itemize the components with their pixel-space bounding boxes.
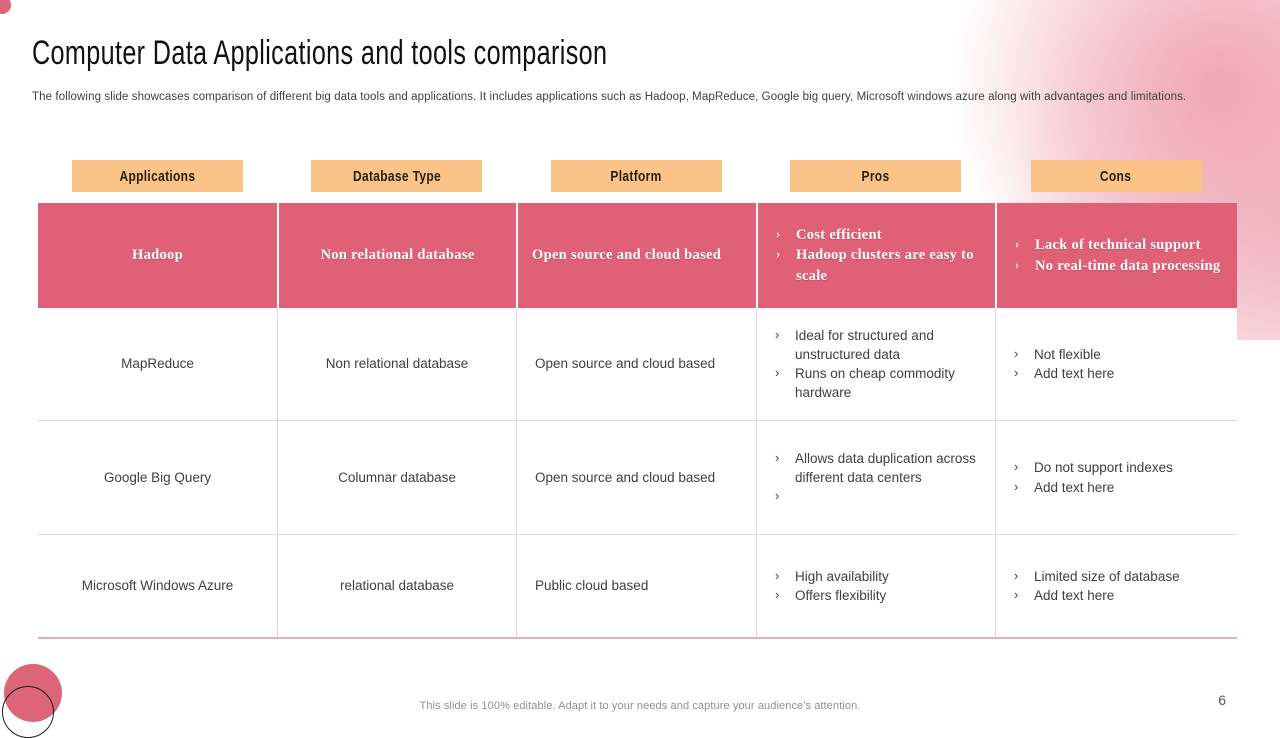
pros-text: Runs on cheap commodity hardware — [795, 366, 955, 401]
cons-item: › Add text here — [1014, 586, 1227, 605]
cell-pros: › Allows data duplication across differen… — [756, 421, 995, 534]
footer-note: This slide is 100% editable. Adapt it to… — [419, 700, 861, 712]
pros-text: Cost efficient — [796, 226, 882, 243]
header-cell: Applications — [38, 160, 277, 192]
cell-cons: › Lack of technical support › No real-time… — [995, 203, 1237, 308]
chevron-bullet-icon: › — [1014, 587, 1019, 602]
cons-text: Add text here — [1034, 366, 1115, 381]
cell-cons: › Limited size of database › Add text here — [995, 535, 1237, 637]
cons-item: › Add text here — [1014, 364, 1227, 383]
pros-item: › Offers flexibility — [775, 586, 985, 605]
cell-cons: › Do not support indexes › Add text here — [995, 421, 1237, 534]
header-cell: Platform — [516, 160, 756, 192]
slide-subtitle: The following slide showcases comparison… — [32, 91, 1187, 103]
cell-pros: › Ideal for structured and unstructured d… — [756, 308, 995, 420]
column-header-label: Cons — [1100, 167, 1132, 185]
cell-platform: Public cloud based — [516, 535, 756, 637]
cell-application: Microsoft Windows Azure — [81, 578, 234, 594]
cell-platform: Open source and cloud based — [516, 308, 756, 420]
cons-text: Do not support indexes — [1034, 460, 1173, 476]
chevron-bullet-icon: › — [775, 567, 780, 583]
pros-item: › — [775, 487, 985, 505]
cons-item: › Limited size of database — [1014, 567, 1227, 586]
cell-application: Google Big Query — [103, 469, 212, 485]
pros-text — [795, 487, 985, 505]
pros-item: › Ideal for structured and unstructured d… — [775, 326, 985, 364]
column-header-label: Platform — [610, 167, 662, 185]
table-row-mapreduce: MapReduce Non relational database Open s… — [38, 308, 1237, 420]
cell-pros: › Cost efficient › Hadoop clusters are eas… — [756, 203, 995, 308]
chevron-bullet-icon: › — [1015, 256, 1020, 272]
header-cell: Cons — [995, 160, 1237, 192]
table-row-microsoft-windows-azure: Microsoft Windows Azure relational datab… — [38, 534, 1237, 637]
cons-text: Lack of technical support — [1035, 236, 1201, 253]
chevron-bullet-icon: › — [1014, 567, 1019, 583]
cell-platform: Open source and cloud based — [516, 203, 756, 308]
cons-item: › No real-time data processing — [1015, 256, 1227, 277]
red-dot-decoration — [0, 0, 11, 14]
chevron-bullet-icon: › — [1015, 235, 1020, 251]
cons-text: Add text here — [1034, 588, 1115, 603]
column-header-cons: Cons — [1030, 160, 1202, 192]
column-header-label: Pros — [861, 167, 890, 185]
cons-text: Not flexible — [1034, 346, 1101, 362]
cell-platform: Open source and cloud based — [516, 421, 756, 534]
cell-application: Hadoop — [132, 247, 183, 264]
chevron-bullet-icon: › — [776, 246, 781, 262]
pros-item: › Allows data duplication across differen… — [775, 449, 985, 487]
table-column-headers: Applications Database Type Platform Pros… — [38, 160, 1237, 192]
cell-pros: › High availability › Offers flexibility — [756, 535, 995, 637]
cons-text: Limited size of database — [1034, 568, 1180, 584]
cons-item: › Add text here — [1014, 478, 1227, 497]
cons-text: Add text here — [1034, 479, 1115, 495]
pros-text: Allows data duplication across different… — [795, 451, 976, 486]
chevron-bullet-icon: › — [1014, 478, 1019, 494]
chevron-bullet-icon: › — [1014, 365, 1019, 380]
page-number: 6 — [1218, 692, 1226, 708]
comparison-table: Hadoop Non relational database Open sour… — [38, 203, 1237, 639]
column-header-applications: Applications — [72, 160, 243, 192]
chevron-bullet-icon: › — [775, 326, 780, 342]
pros-item: › Hadoop clusters are easy to scale — [776, 245, 985, 286]
table-row-google-big-query: Google Big Query Columnar database Open … — [38, 420, 1237, 534]
cons-text: No real-time data processing — [1035, 257, 1221, 274]
column-header-label: Applications — [119, 167, 196, 185]
cons-item: › Lack of technical support — [1015, 235, 1227, 256]
chevron-bullet-icon: › — [776, 225, 781, 241]
cons-item: › Do not support indexes — [1014, 458, 1227, 477]
header-cell: Pros — [756, 160, 995, 192]
header-cell: Database Type — [277, 160, 516, 192]
chevron-bullet-icon: › — [1014, 345, 1019, 361]
cell-cons: › Not flexible › Add text here — [995, 308, 1237, 420]
pros-item: › Runs on cheap commodity hardware — [775, 364, 985, 402]
cell-database-type: Non relational database — [277, 308, 516, 420]
page-title: Computer Data Applications and tools com… — [32, 34, 608, 72]
column-header-pros: Pros — [790, 160, 961, 192]
column-header-label: Database Type — [352, 167, 441, 185]
chevron-bullet-icon: › — [775, 450, 780, 466]
pros-item: › Cost efficient — [776, 225, 985, 246]
pros-text: Hadoop clusters are easy to scale — [796, 247, 974, 284]
cell-database-type: Non relational database — [277, 203, 516, 308]
cell-application: MapReduce — [121, 356, 194, 372]
column-header-platform: Platform — [550, 160, 722, 192]
cons-item: › Not flexible — [1014, 345, 1227, 364]
chevron-bullet-icon: › — [775, 587, 780, 602]
pros-item: › High availability — [775, 567, 985, 586]
chevron-bullet-icon: › — [775, 365, 780, 380]
column-header-database-type: Database Type — [311, 160, 482, 192]
cell-database-type: relational database — [277, 535, 516, 637]
pros-text: High availability — [795, 568, 889, 584]
chevron-bullet-icon: › — [1014, 459, 1019, 475]
chevron-bullet-icon: › — [775, 488, 780, 504]
cell-database-type: Columnar database — [277, 421, 516, 534]
table-row-hadoop: Hadoop Non relational database Open sour… — [38, 203, 1237, 308]
pros-text: Offers flexibility — [795, 588, 887, 603]
pros-text: Ideal for structured and unstructured da… — [795, 327, 934, 362]
outlined-circle-decoration — [2, 686, 54, 738]
